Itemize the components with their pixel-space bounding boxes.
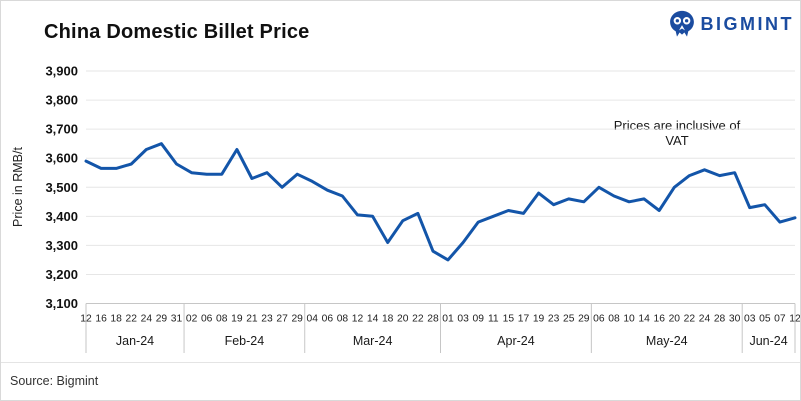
- x-tick-label: 12: [80, 314, 92, 325]
- x-tick-label: 28: [714, 314, 726, 325]
- x-tick-label: 02: [186, 314, 198, 325]
- x-tick-label: 23: [261, 314, 273, 325]
- x-tick-label: 16: [95, 314, 107, 325]
- y-tick-label: 3,500: [45, 180, 78, 195]
- y-tick-label: 3,900: [45, 64, 78, 79]
- x-tick-label: 03: [457, 314, 469, 325]
- footer-divider: [1, 362, 800, 363]
- x-tick-label: 08: [337, 314, 349, 325]
- x-tick-label: 12: [352, 314, 364, 325]
- x-tick-label: 10: [623, 314, 635, 325]
- y-tick-label: 3,200: [45, 267, 78, 282]
- x-tick-label: 18: [382, 314, 394, 325]
- x-tick-label: 22: [684, 314, 696, 325]
- x-tick-label: 30: [729, 314, 741, 325]
- x-tick-label: 09: [472, 314, 484, 325]
- y-tick-label: 3,600: [45, 151, 78, 166]
- x-tick-label: 22: [412, 314, 424, 325]
- y-tick-label: 3,100: [45, 296, 78, 311]
- x-tick-label: 07: [774, 314, 786, 325]
- x-tick-label: 12: [789, 314, 801, 325]
- month-label: Mar-24: [353, 334, 393, 348]
- month-label: Apr-24: [497, 334, 535, 348]
- x-tick-label: 03: [744, 314, 756, 325]
- x-tick-label: 28: [427, 314, 439, 325]
- x-tick-label: 14: [638, 314, 650, 325]
- page-title: China Domestic Billet Price: [44, 21, 310, 43]
- x-tick-label: 23: [548, 314, 560, 325]
- x-tick-label: 31: [171, 314, 183, 325]
- x-tick-label: 29: [156, 314, 168, 325]
- x-tick-label: 08: [608, 314, 620, 325]
- month-label: Jun-24: [749, 334, 787, 348]
- x-tick-label: 06: [593, 314, 605, 325]
- x-tick-label: 25: [563, 314, 575, 325]
- x-tick-label: 06: [322, 314, 334, 325]
- x-tick-label: 17: [518, 314, 530, 325]
- x-tick-label: 18: [110, 314, 122, 325]
- x-tick-label: 20: [669, 314, 681, 325]
- x-tick-label: 15: [503, 314, 515, 325]
- x-tick-label: 19: [231, 314, 243, 325]
- y-tick-label: 3,800: [45, 93, 78, 108]
- x-tick-label: 24: [141, 314, 153, 325]
- source-note: Source: Bigmint: [10, 374, 99, 388]
- y-tick-label: 3,700: [45, 122, 78, 137]
- x-tick-label: 19: [533, 314, 545, 325]
- x-tick-label: 21: [246, 314, 258, 325]
- x-tick-label: 05: [759, 314, 771, 325]
- x-tick-label: 08: [216, 314, 228, 325]
- month-label: Jan-24: [116, 334, 154, 348]
- x-tick-label: 22: [126, 314, 138, 325]
- bigmint-logo-text: BIGMINT: [700, 13, 794, 34]
- x-tick-label: 11: [488, 314, 499, 325]
- x-tick-label: 16: [653, 314, 665, 325]
- month-label: Feb-24: [225, 334, 265, 348]
- bigmint-logo-icon: [669, 10, 694, 37]
- x-tick-label: 14: [367, 314, 379, 325]
- x-tick-label: 04: [307, 314, 319, 325]
- x-tick-label: 24: [699, 314, 711, 325]
- x-tick-label: 01: [442, 314, 454, 325]
- x-tick-label: 27: [276, 314, 288, 325]
- month-label: May-24: [646, 334, 688, 348]
- price-line: [84, 142, 797, 262]
- x-tick-label: 20: [397, 314, 409, 325]
- bigmint-logo: BIGMINT: [669, 9, 795, 39]
- x-tick-label: 06: [201, 314, 213, 325]
- y-tick-label: 3,400: [45, 209, 78, 224]
- y-tick-label: 3,300: [45, 238, 78, 253]
- x-tick-label: 29: [291, 314, 303, 325]
- x-tick-label: 29: [578, 314, 590, 325]
